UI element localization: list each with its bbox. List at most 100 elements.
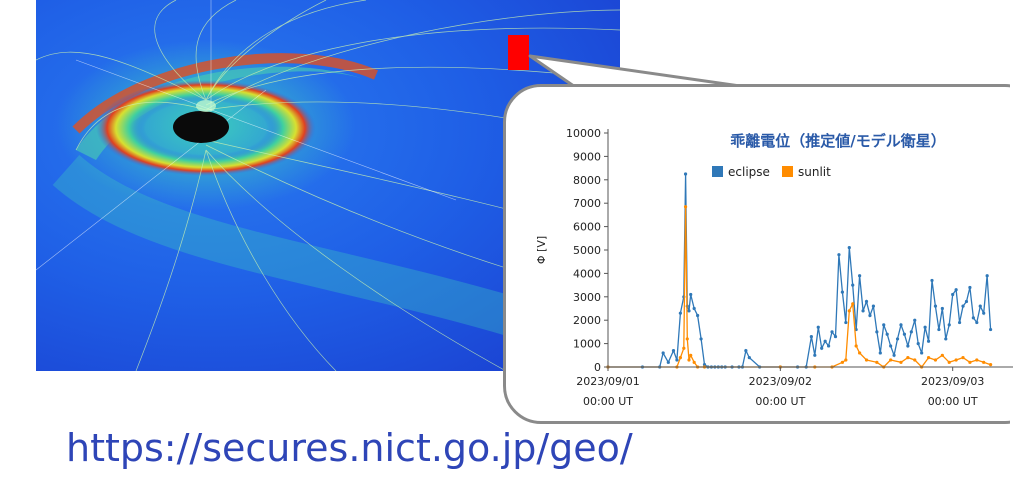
- data-point-sunlit: [847, 309, 851, 313]
- data-point-sunlit: [940, 353, 944, 357]
- x-tick-label-time: 00:00 UT: [928, 395, 978, 408]
- x-tick-label-time: 00:00 UT: [755, 395, 805, 408]
- data-point-eclipse: [985, 274, 989, 278]
- data-point-eclipse: [864, 299, 869, 304]
- data-point-sunlit: [858, 351, 862, 355]
- data-point-eclipse: [968, 285, 972, 290]
- data-point-eclipse: [982, 311, 986, 315]
- y-tick-label: 4000: [573, 267, 601, 280]
- data-point-eclipse: [813, 353, 817, 357]
- data-point-eclipse: [692, 306, 696, 311]
- data-point-eclipse: [871, 304, 876, 308]
- data-point-eclipse: [744, 349, 748, 353]
- data-point-sunlit: [926, 356, 931, 360]
- legend-label-sunlit: sunlit: [798, 165, 831, 179]
- y-tick-label: 10000: [566, 127, 601, 140]
- legend-swatch-sunlit: [782, 166, 793, 177]
- data-point-eclipse: [951, 292, 955, 297]
- y-tick-label: 3000: [573, 291, 601, 304]
- y-tick-label: 7000: [573, 197, 601, 210]
- data-point-eclipse: [889, 344, 893, 348]
- x-tick-label-date: 2023/09/03: [921, 375, 984, 388]
- source-url-text[interactable]: https://secures.nict.go.jp/geo/: [66, 426, 633, 470]
- data-point-eclipse: [823, 339, 827, 343]
- data-point-sunlit: [968, 360, 972, 364]
- data-point-eclipse: [671, 349, 676, 353]
- data-point-eclipse: [926, 339, 931, 343]
- data-point-eclipse: [895, 337, 900, 341]
- data-point-eclipse: [988, 327, 993, 332]
- data-point-eclipse: [902, 332, 907, 336]
- data-point-eclipse: [978, 304, 982, 308]
- data-point-sunlit: [899, 360, 903, 364]
- data-point-sunlit: [933, 358, 938, 362]
- data-point-eclipse: [826, 344, 831, 348]
- data-point-eclipse: [861, 309, 865, 313]
- data-point-sunlit: [692, 360, 696, 364]
- data-point-eclipse: [964, 299, 969, 304]
- data-point-eclipse: [882, 323, 886, 327]
- data-point-eclipse: [947, 323, 951, 327]
- data-point-sunlit: [954, 358, 958, 362]
- data-point-eclipse: [666, 360, 670, 364]
- data-point-eclipse: [878, 351, 882, 355]
- y-axis-label: Φ [V]: [535, 236, 548, 264]
- y-tick-label: 9000: [573, 150, 601, 163]
- data-point-eclipse: [933, 304, 938, 308]
- satellite-position-marker: [508, 35, 529, 70]
- y-tick-label: 5000: [573, 244, 601, 257]
- data-point-eclipse: [961, 304, 965, 308]
- data-point-eclipse: [930, 278, 934, 283]
- data-point-eclipse: [885, 332, 889, 336]
- data-point-eclipse: [689, 292, 693, 297]
- data-point-eclipse: [892, 353, 896, 357]
- data-point-eclipse: [833, 334, 838, 339]
- data-point-eclipse: [702, 363, 707, 367]
- data-point-eclipse: [699, 337, 703, 341]
- data-point-eclipse: [937, 327, 941, 332]
- data-point-sunlit: [685, 337, 689, 341]
- data-point-eclipse: [844, 320, 848, 325]
- legend-swatch-eclipse: [712, 166, 723, 177]
- data-point-eclipse: [940, 306, 944, 311]
- data-point-eclipse: [820, 346, 824, 350]
- y-tick-label: 0: [594, 361, 601, 374]
- data-point-eclipse: [913, 318, 917, 322]
- y-tick-label: 6000: [573, 221, 601, 234]
- x-tick-label-date: 2023/09/01: [576, 375, 639, 388]
- data-point-sunlit: [844, 358, 848, 362]
- data-point-eclipse: [851, 283, 855, 287]
- data-point-eclipse: [675, 358, 679, 362]
- data-point-sunlit: [875, 360, 879, 364]
- data-point-eclipse: [954, 288, 958, 292]
- data-point-eclipse: [916, 342, 920, 346]
- series-line-eclipse: [608, 173, 992, 368]
- data-point-sunlit: [961, 356, 965, 360]
- data-point-sunlit: [906, 356, 910, 360]
- y-tick-label: 2000: [573, 314, 601, 327]
- data-point-sunlit: [982, 360, 986, 364]
- data-point-sunlit: [689, 353, 693, 357]
- data-point-eclipse: [971, 316, 975, 320]
- data-point-eclipse: [899, 323, 903, 327]
- chart-title: 乖離電位（推定値/モデル衛星）: [730, 132, 945, 150]
- data-point-eclipse: [847, 246, 851, 250]
- potential-chart: 0 1000 2000 3000 4000 5000 6000 7000 8000 9000 100…: [535, 127, 1013, 408]
- data-point-sunlit: [947, 360, 951, 364]
- data-point-eclipse: [678, 311, 682, 315]
- data-point-eclipse: [687, 309, 691, 313]
- legend-label-eclipse: eclipse: [728, 165, 770, 179]
- data-point-eclipse: [809, 334, 813, 339]
- chart-legend: eclipse sunlit: [712, 165, 831, 179]
- data-point-sunlit: [851, 302, 855, 306]
- data-point-sunlit: [683, 205, 688, 209]
- data-point-eclipse: [840, 290, 844, 294]
- x-tick-label-date: 2023/09/02: [749, 375, 812, 388]
- x-tick-label-time: 00:00 UT: [583, 395, 633, 408]
- data-point-eclipse: [696, 313, 700, 318]
- data-point-eclipse: [747, 356, 751, 360]
- data-point-eclipse: [875, 330, 879, 334]
- data-point-sunlit: [678, 356, 682, 360]
- data-point-eclipse: [661, 351, 665, 355]
- data-point-eclipse: [975, 320, 979, 325]
